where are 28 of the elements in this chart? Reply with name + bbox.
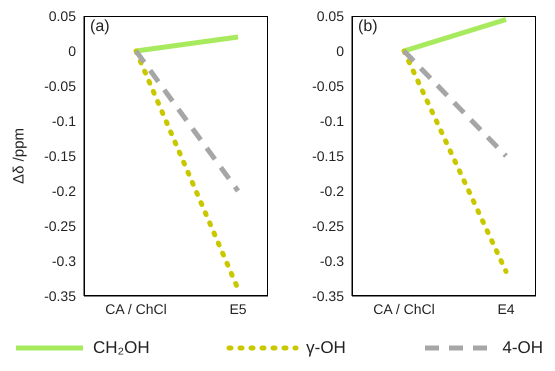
y-tick-label: -0.15 <box>312 148 344 164</box>
legend-label: CH₂OH <box>93 338 150 358</box>
x-tick-label: E4 <box>497 300 515 317</box>
y-tick-label: -0.1 <box>52 112 76 129</box>
x-tick-label: CA / ChCl <box>105 300 167 317</box>
y-tick-label: -0.05 <box>312 78 344 94</box>
annotation: (b) <box>358 18 378 36</box>
y-tick-label: 0 <box>68 42 76 59</box>
y-tick-label: -0.25 <box>44 218 76 234</box>
annotation: (a) <box>90 18 110 36</box>
y-tick-label: -0.3 <box>320 252 344 269</box>
y-tick-label: -0.1 <box>320 112 344 129</box>
x-tick-label: E5 <box>229 300 247 317</box>
y-tick-label: -0.05 <box>44 78 76 94</box>
y-tick-label: 0 <box>336 42 344 59</box>
y-axis-title: Δδ /ppm <box>10 128 28 184</box>
y-tick-label: -0.25 <box>312 218 344 234</box>
legend-label: 4-OH <box>502 338 543 358</box>
y-tick-label: -0.2 <box>320 182 344 199</box>
x-tick-label: CA / ChCl <box>373 300 435 317</box>
y-tick-label: 0.05 <box>316 8 344 24</box>
y-tick-label: -0.35 <box>312 288 344 304</box>
y-tick-label: 0.05 <box>48 8 76 24</box>
legend-label: γ-OH <box>306 338 346 358</box>
y-tick-label: -0.15 <box>44 148 76 164</box>
y-tick-label: -0.2 <box>52 182 76 199</box>
y-tick-label: -0.35 <box>44 288 76 304</box>
y-tick-label: -0.3 <box>52 252 76 269</box>
